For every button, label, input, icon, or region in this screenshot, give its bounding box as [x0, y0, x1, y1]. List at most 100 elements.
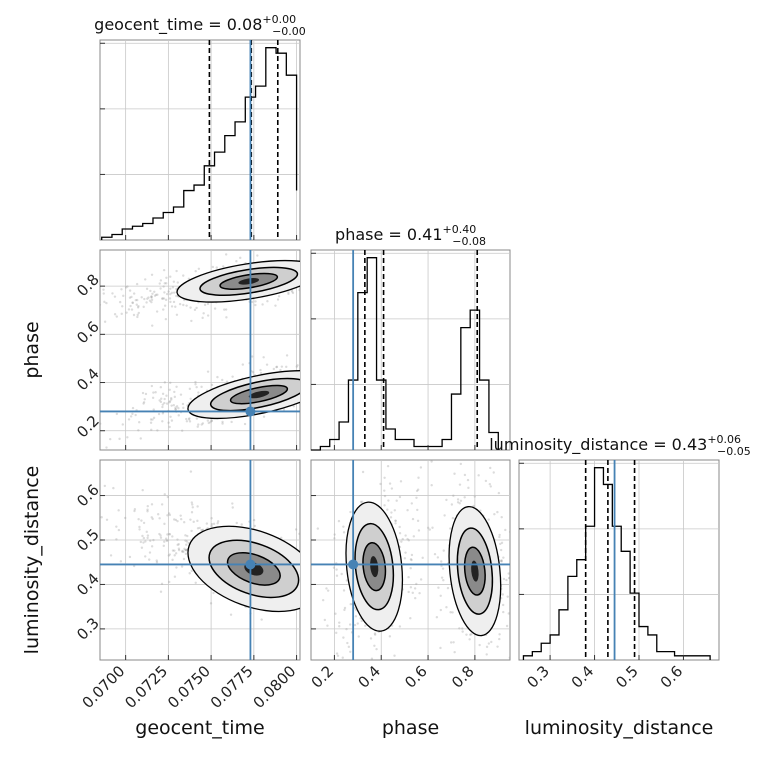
- scatter-panel-geocent_time-vs-phase: [67, 249, 309, 451]
- sample-point: [111, 292, 114, 295]
- sample-point: [109, 554, 113, 557]
- sample-point: [175, 294, 178, 298]
- sample-point: [158, 399, 161, 402]
- sample-point: [213, 307, 217, 310]
- sample-point: [197, 391, 200, 394]
- sample-point: [210, 517, 213, 520]
- sample-point: [164, 317, 168, 321]
- sample-point: [387, 499, 390, 502]
- sample-point: [456, 498, 460, 501]
- sample-point: [500, 560, 503, 563]
- sample-point: [403, 557, 407, 560]
- sample-point: [115, 315, 118, 318]
- sample-point: [134, 413, 137, 417]
- sample-point: [456, 501, 460, 504]
- density-blob: [187, 525, 300, 613]
- sample-point: [172, 403, 175, 407]
- sample-point: [151, 517, 154, 521]
- sample-point: [383, 476, 386, 479]
- sample-point: [139, 540, 143, 544]
- sample-point: [165, 402, 169, 405]
- sample-point: [431, 526, 434, 529]
- x-tick-label-luminosity_distance: 0.5: [612, 662, 642, 692]
- sample-point: [156, 513, 160, 516]
- sample-point: [210, 419, 213, 422]
- sample-point: [279, 368, 282, 372]
- sample-point: [369, 637, 373, 640]
- sample-point: [163, 381, 167, 384]
- sample-point: [161, 420, 164, 423]
- sample-point: [158, 282, 161, 285]
- sample-point: [302, 577, 304, 579]
- sample-point: [298, 532, 300, 536]
- sample-point: [404, 534, 407, 537]
- sample-point: [306, 277, 308, 279]
- sample-point: [489, 485, 492, 488]
- sample-point: [307, 370, 309, 372]
- sample-point: [167, 421, 170, 424]
- sample-point: [100, 516, 103, 519]
- sample-point: [146, 536, 149, 540]
- sample-point: [165, 282, 168, 285]
- title-text: phase = 0.41: [335, 225, 442, 244]
- sample-point: [171, 549, 175, 552]
- sample-point: [170, 419, 174, 422]
- sample-point: [130, 295, 133, 299]
- sample-point: [492, 661, 494, 663]
- sample-point: [394, 519, 397, 523]
- sample-point: [139, 437, 142, 440]
- sample-point: [168, 533, 172, 536]
- sample-point: [161, 392, 165, 396]
- sample-point: [163, 522, 166, 526]
- sample-point: [160, 397, 163, 400]
- sample-point: [210, 383, 214, 387]
- sample-point: [306, 580, 308, 582]
- sample-point: [95, 319, 97, 321]
- sample-point: [375, 647, 378, 651]
- sample-point: [184, 552, 188, 556]
- sample-point: [173, 395, 177, 399]
- sample-point: [342, 531, 346, 534]
- sample-point: [499, 542, 502, 546]
- sample-point: [185, 543, 188, 546]
- sample-point: [131, 301, 134, 304]
- sample-point: [304, 607, 306, 609]
- sample-point: [168, 297, 172, 300]
- sample-point: [349, 510, 352, 514]
- sample-point: [442, 549, 445, 552]
- sample-point: [170, 398, 173, 401]
- sample-point: [514, 593, 516, 595]
- sample-point: [461, 627, 464, 630]
- density-peak: [471, 560, 479, 582]
- sample-point: [307, 564, 309, 566]
- sample-point: [162, 268, 166, 272]
- hist-panel-geocent_time: [99, 39, 301, 241]
- sample-point: [445, 498, 448, 502]
- sample-point: [306, 366, 308, 368]
- sample-point: [100, 422, 102, 425]
- sample-point: [162, 544, 165, 548]
- sample-point: [500, 541, 504, 545]
- sample-point: [144, 278, 147, 281]
- sample-point: [303, 370, 305, 372]
- sample-point: [421, 556, 424, 560]
- sample-point: [150, 503, 154, 506]
- sample-point: [140, 546, 144, 549]
- sample-point: [0, 480, 1, 482]
- sample-point: [172, 280, 176, 283]
- sample-point: [146, 510, 149, 513]
- sample-point: [117, 528, 121, 532]
- sample-point: [159, 400, 163, 404]
- sample-point: [150, 516, 153, 519]
- sample-point: [316, 527, 320, 530]
- sample-point: [175, 269, 178, 273]
- sample-point: [126, 285, 129, 288]
- sample-point: [485, 645, 489, 649]
- sample-point: [272, 367, 276, 371]
- sample-point: [348, 623, 352, 626]
- sample-point: [344, 668, 346, 670]
- sample-point: [515, 529, 517, 531]
- sample-point: [169, 292, 172, 296]
- sample-point: [67, 288, 69, 290]
